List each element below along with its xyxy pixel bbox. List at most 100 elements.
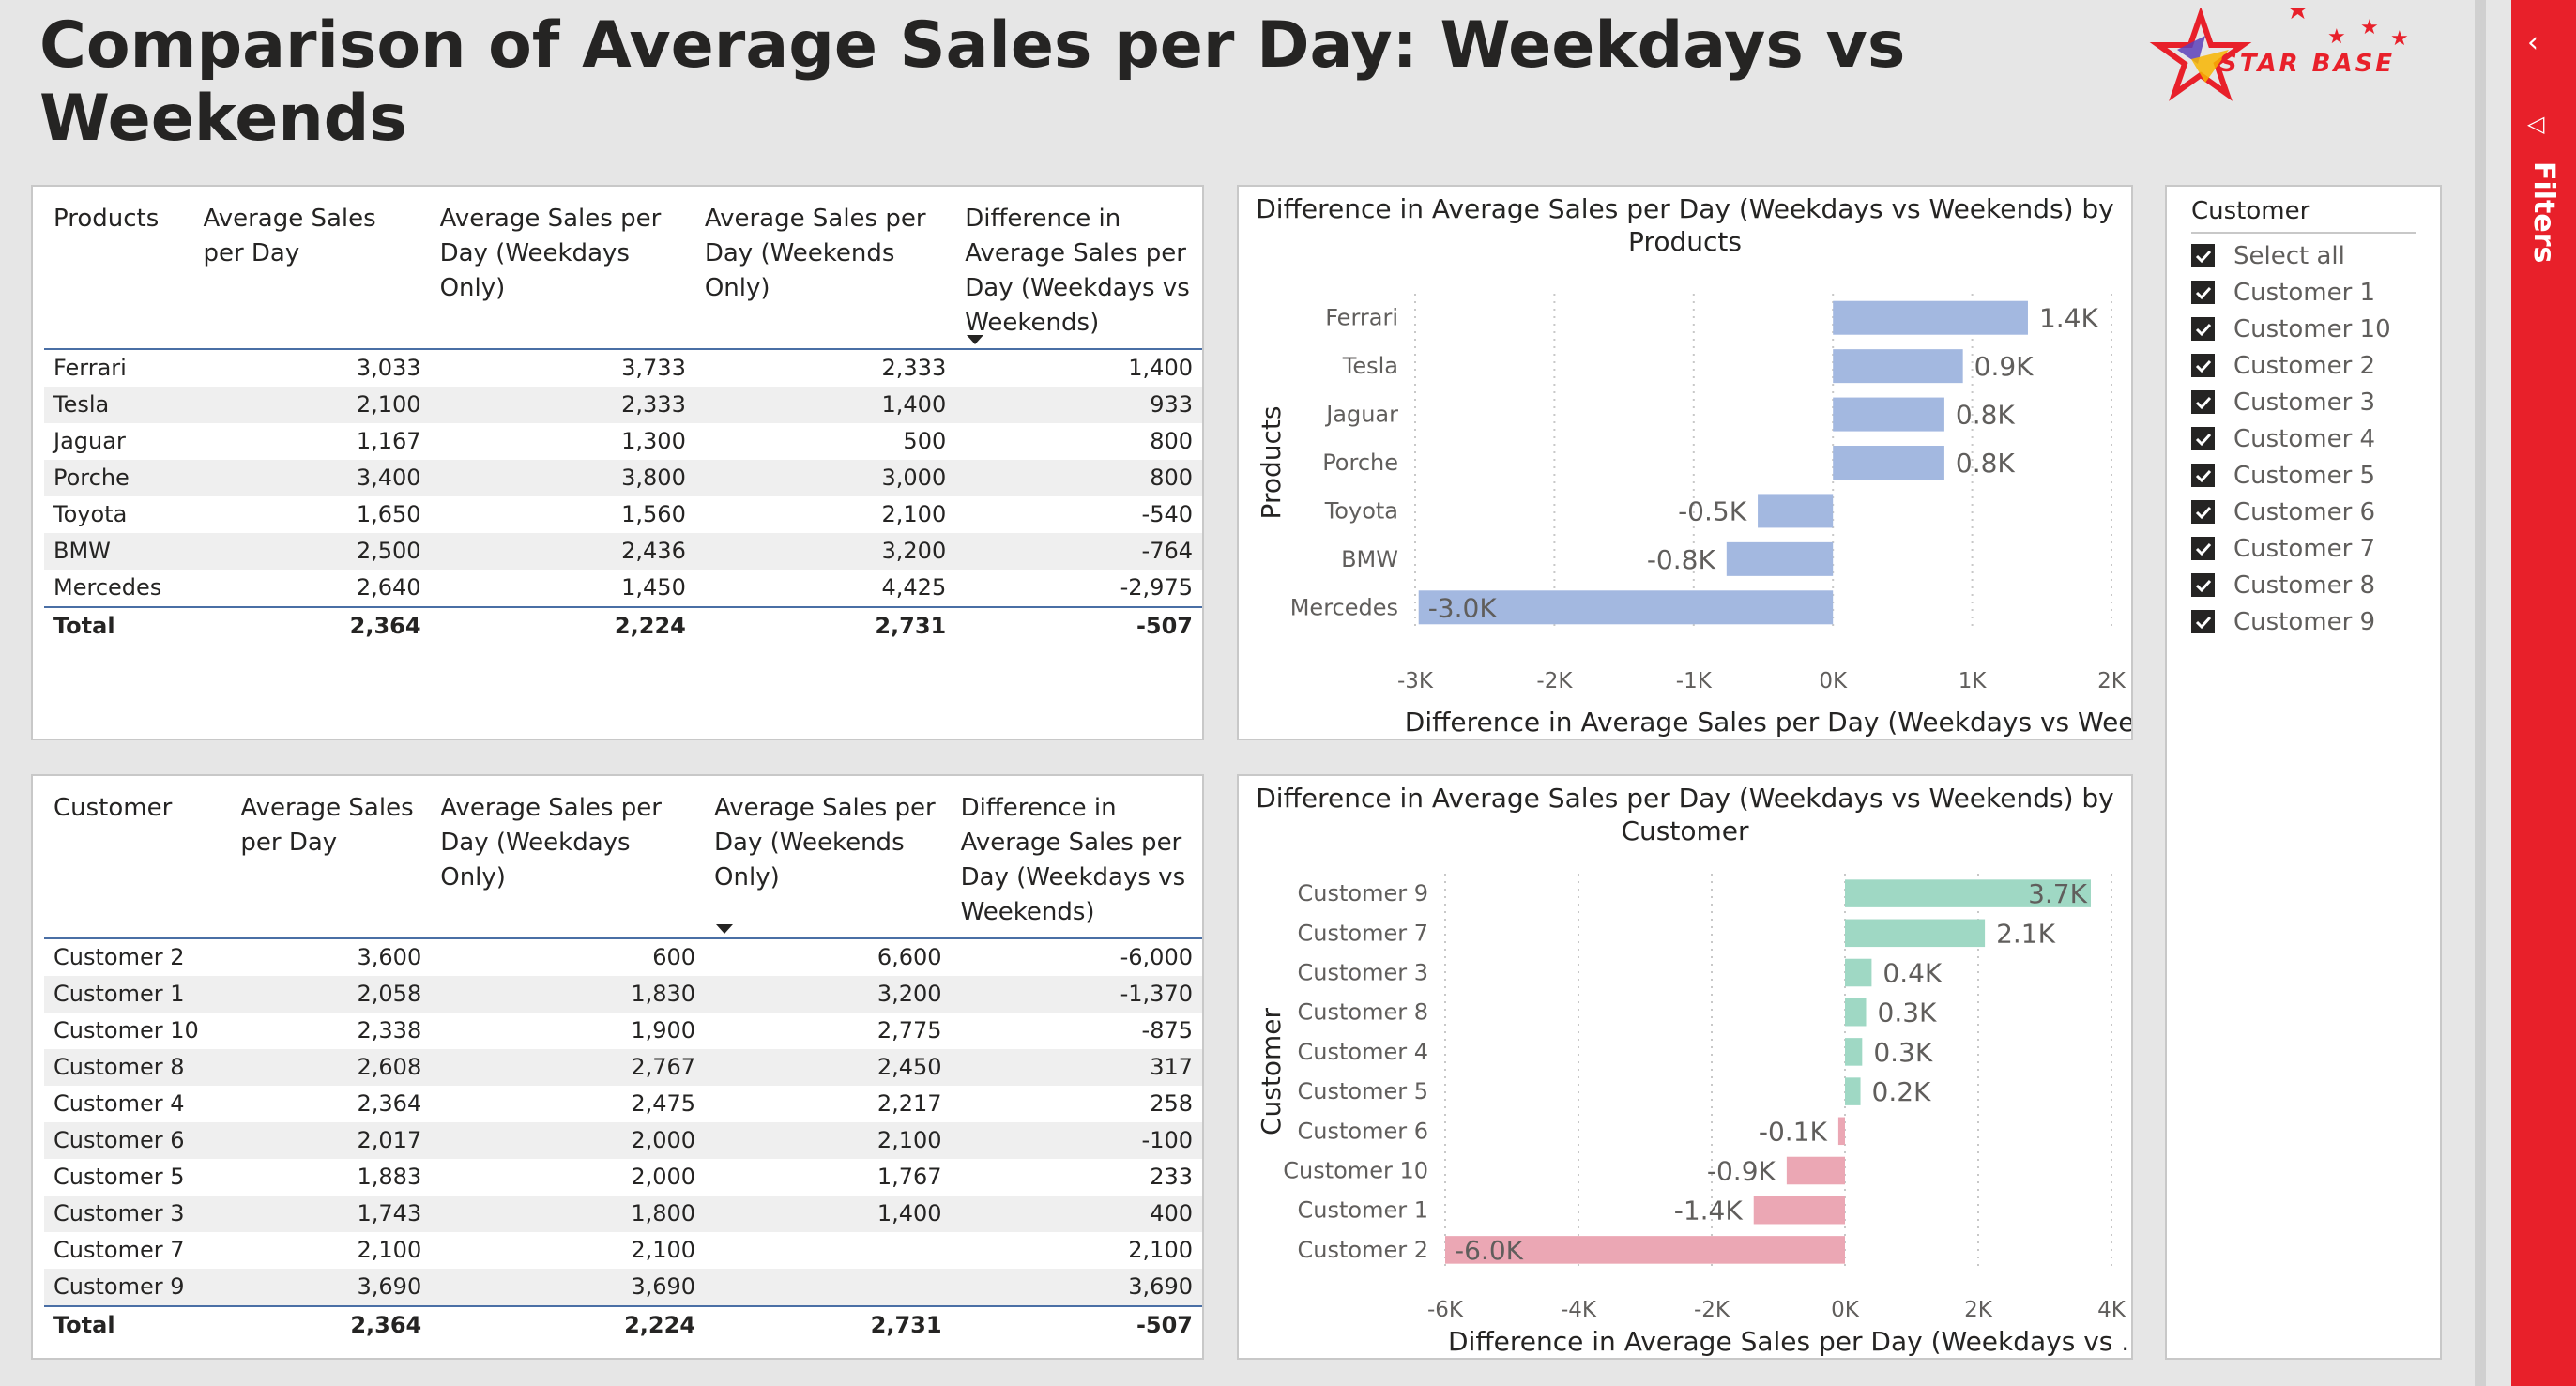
value-cell: 2,767 — [431, 1049, 706, 1086]
checkbox-checked-icon[interactable] — [2191, 244, 2215, 267]
bar[interactable] — [1837, 1117, 1845, 1146]
column-header-avg-sales[interactable]: Average Sales per Day — [231, 782, 432, 939]
value-cell: -6,000 — [1120, 944, 1193, 970]
column-header-products[interactable]: Products — [44, 192, 194, 350]
slicer-item[interactable]: Customer 4 — [2191, 420, 2391, 457]
table-row[interactable]: Ferrari 3,033 3,733 2,333 1,400 — [44, 349, 1202, 387]
table-row[interactable]: Porche 3,400 3,800 3,000 800 — [44, 460, 1202, 496]
table-row[interactable]: Customer 2 3,600 600 6,600 -6,000 — [44, 938, 1202, 976]
checkbox-checked-icon[interactable] — [2191, 610, 2215, 633]
customer-bar-chart[interactable]: Difference in Average Sales per Day (Wee… — [1237, 774, 2133, 1360]
table-row[interactable]: BMW 2,500 2,436 3,200 -764 — [44, 533, 1202, 570]
data-label: 0.3K — [1873, 1037, 1933, 1068]
filters-pane-label[interactable]: Filters — [2527, 161, 2560, 264]
column-header-weekdays[interactable]: Average Sales per Day (Weekdays Only) — [431, 782, 706, 939]
products-bar-chart[interactable]: Difference in Average Sales per Day (Wee… — [1237, 185, 2133, 740]
x-tick-label: -2K — [1536, 669, 1573, 693]
table-row[interactable]: Customer 5 1,883 2,000 1,767 233 — [44, 1159, 1202, 1196]
bar[interactable] — [1445, 1236, 1845, 1264]
table-row[interactable]: Customer 9 3,690 3,690 3,690 — [44, 1269, 1202, 1306]
checkbox-checked-icon[interactable] — [2191, 281, 2215, 304]
column-header-weekends[interactable]: Average Sales per Day (Weekends Only) — [694, 192, 956, 350]
value-cell: 2,500 — [193, 533, 431, 570]
slicer-item[interactable]: Customer 2 — [2191, 347, 2391, 384]
checkbox-checked-icon[interactable] — [2191, 537, 2215, 560]
total-value-cell: -507 — [951, 1305, 1202, 1344]
column-header-difference[interactable]: Difference in Average Sales per Day (Wee… — [955, 192, 1202, 350]
bar[interactable] — [1845, 958, 1872, 987]
slicer-item[interactable]: Customer 5 — [2191, 457, 2391, 494]
bar[interactable] — [1845, 919, 1986, 948]
data-label: 0.8K — [1956, 448, 2016, 479]
table-row[interactable]: Customer 8 2,608 2,767 2,450 317 — [44, 1049, 1202, 1086]
column-header-difference[interactable]: Difference in Average Sales per Day (Wee… — [951, 782, 1202, 939]
total-value-cell: 2,224 — [430, 606, 695, 645]
table-row[interactable]: Customer 6 2,017 2,000 2,100 -100 — [44, 1122, 1202, 1159]
table-row[interactable]: Mercedes 2,640 1,450 4,425 -2,975 — [44, 570, 1202, 607]
slicer-item[interactable]: Select all — [2191, 237, 2391, 274]
column-header-weekends[interactable]: Average Sales per Day (Weekends Only) — [705, 782, 952, 939]
slicer-item[interactable]: Customer 9 — [2191, 603, 2391, 640]
table-row[interactable]: Customer 7 2,100 2,100 2,100 — [44, 1232, 1202, 1269]
data-label: -3.0K — [1428, 592, 1498, 623]
checkbox-checked-icon[interactable] — [2191, 317, 2215, 341]
column-header-customer[interactable]: Customer — [44, 782, 232, 939]
checkbox-checked-icon[interactable] — [2191, 354, 2215, 377]
checkbox-checked-icon[interactable] — [2191, 573, 2215, 597]
products-table: Products Average Sales per Day Average S… — [44, 192, 1202, 645]
collapse-chevron-icon[interactable]: ‹ — [2527, 26, 2538, 59]
table-row[interactable]: Tesla 2,100 2,333 1,400 933 — [44, 387, 1202, 423]
value-cell: 800 — [955, 460, 1202, 496]
value-cell: -2,975 — [1120, 574, 1193, 601]
bar[interactable] — [1786, 1156, 1845, 1185]
filter-icon[interactable]: ◁ — [2527, 111, 2545, 137]
column-header-avg-sales[interactable]: Average Sales per Day — [193, 192, 431, 350]
bar[interactable] — [1753, 1196, 1845, 1225]
bar[interactable] — [1833, 300, 2028, 335]
bar[interactable] — [1418, 590, 1834, 625]
bar[interactable] — [1758, 494, 1834, 528]
value-cell: 1,400 — [694, 387, 956, 423]
checkbox-checked-icon[interactable] — [2191, 464, 2215, 487]
filters-pane[interactable] — [2511, 0, 2576, 1386]
vertical-scrollbar[interactable] — [2475, 0, 2486, 1386]
table-row[interactable]: Jaguar 1,167 1,300 500 800 — [44, 423, 1202, 460]
x-tick-label: -2K — [1694, 1298, 1730, 1322]
bar[interactable] — [1833, 349, 1963, 384]
products-matrix: Products Average Sales per Day Average S… — [31, 185, 1204, 740]
logo-star-icon — [2149, 6, 2252, 101]
sort-desc-icon[interactable] — [967, 335, 984, 344]
column-header-weekdays[interactable]: Average Sales per Day (Weekdays Only) — [430, 192, 695, 350]
header-label: Difference in Average Sales per Day (Wee… — [965, 205, 1190, 337]
bar[interactable] — [1845, 1077, 1861, 1105]
table-row[interactable]: Toyota 1,650 1,560 2,100 -540 — [44, 496, 1202, 533]
data-label: 0.2K — [1872, 1076, 1932, 1107]
table-row[interactable]: Customer 3 1,743 1,800 1,400 400 — [44, 1196, 1202, 1232]
slicer-item[interactable]: Customer 7 — [2191, 530, 2391, 567]
checkbox-checked-icon[interactable] — [2191, 427, 2215, 450]
slicer-item[interactable]: Customer 10 — [2191, 311, 2391, 347]
value-cell: 258 — [1150, 1090, 1193, 1117]
slicer-item-label: Customer 1 — [2233, 278, 2376, 307]
bar[interactable] — [1845, 998, 1867, 1027]
data-label: -6.0K — [1455, 1235, 1524, 1266]
value-cell: 1,300 — [621, 428, 686, 454]
value-cell: 3,690 — [951, 1269, 1202, 1306]
bar[interactable] — [1845, 1038, 1863, 1066]
row-label-cell: Customer 8 — [44, 1049, 232, 1086]
bar[interactable] — [1845, 879, 2091, 907]
sort-desc-icon[interactable] — [716, 924, 734, 934]
checkbox-checked-icon[interactable] — [2191, 390, 2215, 414]
slicer-item[interactable]: Customer 6 — [2191, 494, 2391, 530]
table-row[interactable]: Customer 1 2,058 1,830 3,200 -1,370 — [44, 976, 1202, 1013]
slicer-item[interactable]: Customer 1 — [2191, 274, 2391, 311]
table-row[interactable]: Customer 4 2,364 2,475 2,217 258 — [44, 1086, 1202, 1122]
bar[interactable] — [1833, 446, 1944, 480]
table-row[interactable]: Customer 10 2,338 1,900 2,775 -875 — [44, 1013, 1202, 1049]
slicer-item[interactable]: Customer 3 — [2191, 384, 2391, 420]
bar[interactable] — [1726, 541, 1834, 576]
slicer-item[interactable]: Customer 8 — [2191, 567, 2391, 603]
bar[interactable] — [1833, 397, 1944, 432]
value-cell: 3,733 — [621, 355, 686, 381]
checkbox-checked-icon[interactable] — [2191, 500, 2215, 524]
